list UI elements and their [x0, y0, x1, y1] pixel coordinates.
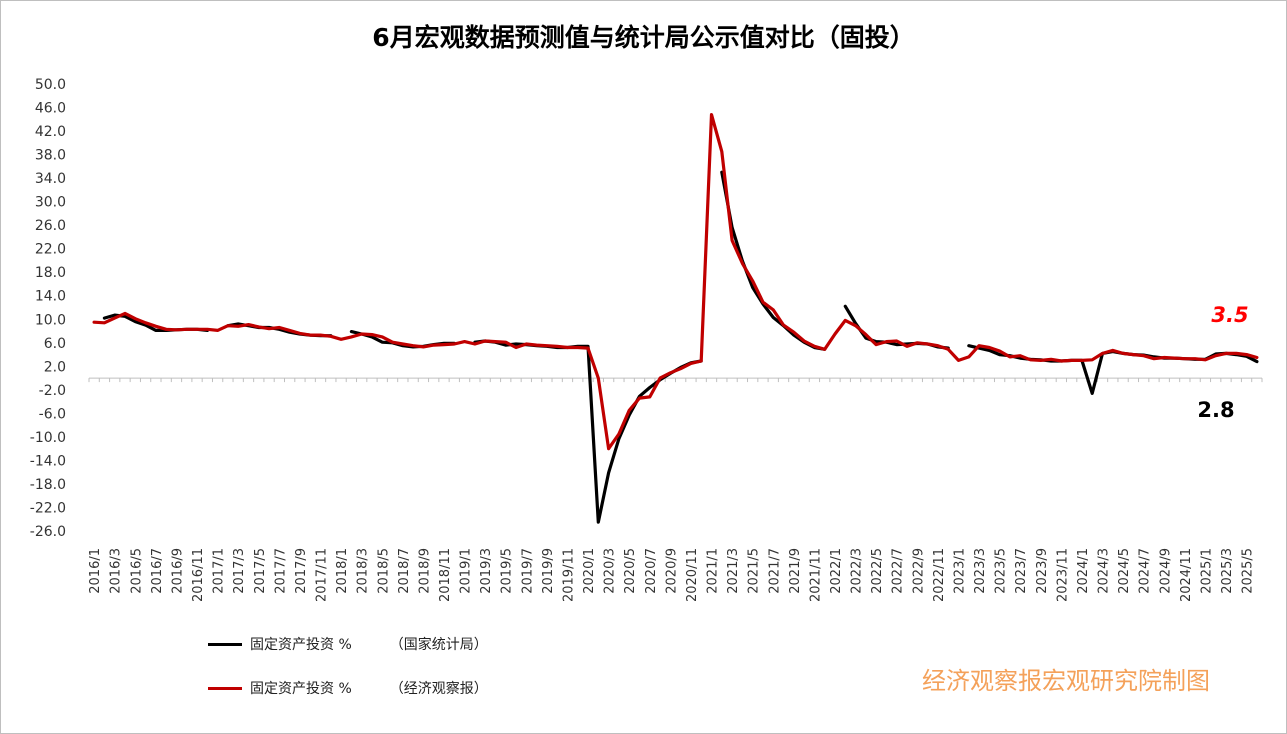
- x-tick-label: 2019/3: [479, 548, 494, 594]
- y-tick-label: 30.0: [35, 195, 66, 211]
- x-tick-label: 2020/5: [623, 548, 638, 594]
- series-line-eeo: [92, 113, 1259, 451]
- x-tick-label: 2018/1: [335, 548, 350, 594]
- x-tick-label: 2023/9: [1035, 548, 1050, 594]
- y-tick-label: 50.0: [35, 77, 66, 93]
- x-tick-label: 2019/1: [459, 548, 474, 594]
- x-tick-label: 2023/3: [973, 548, 988, 594]
- legend-item-nbs: 固定资产投资 % （国家统计局）: [208, 634, 488, 654]
- annotation-forecast-value: 3.5: [1211, 303, 1248, 327]
- x-tick-label: 2025/3: [1220, 548, 1235, 594]
- legend-swatch-red: [208, 686, 242, 690]
- x-tick-label: 2024/1: [1076, 548, 1091, 594]
- x-tick-label: 2021/5: [747, 548, 762, 594]
- x-tick-label: 2018/7: [397, 548, 412, 594]
- x-tick-label: 2024/3: [1097, 548, 1112, 594]
- x-tick-label: 2019/9: [541, 548, 556, 594]
- chart-title: 6月宏观数据预测值与统计局公示值对比（固投）: [372, 23, 915, 52]
- y-tick-label: 42.0: [35, 124, 66, 140]
- y-tick-label: -26.0: [30, 524, 66, 540]
- x-tick-label: 2022/9: [911, 548, 926, 594]
- x-tick-label: 2024/7: [1138, 548, 1153, 594]
- x-tick-label: 2025/5: [1241, 548, 1256, 594]
- x-tick-label: 2021/9: [788, 548, 803, 594]
- x-tick-label: 2021/3: [726, 548, 741, 594]
- x-tick-label: 2024/11: [1179, 548, 1194, 602]
- x-tick-label: 2017/9: [294, 548, 309, 594]
- x-tick-label: 2025/1: [1199, 548, 1214, 594]
- x-tick-label: 2018/5: [376, 548, 391, 594]
- x-tick-label: 2023/7: [1014, 548, 1029, 594]
- x-tick-label: 2022/3: [850, 548, 865, 594]
- x-tick-label: 2016/9: [170, 548, 185, 594]
- x-tick-label: 2019/7: [520, 548, 535, 594]
- x-tick-label: 2018/11: [438, 548, 453, 602]
- x-tick-label: 2016/5: [129, 548, 144, 594]
- x-tick-label: 2017/11: [315, 548, 330, 602]
- y-tick-label: 10.0: [35, 312, 66, 328]
- legend-item-eeo: 固定资产投资 % （经济观察报）: [208, 678, 488, 698]
- x-tick-label: 2023/11: [1055, 548, 1070, 602]
- annotation-actual-value: 2.8: [1197, 398, 1234, 422]
- y-tick-label: -22.0: [30, 500, 66, 516]
- y-tick-label: -6.0: [39, 406, 66, 422]
- y-tick-label: -10.0: [30, 430, 66, 446]
- y-tick-label: 26.0: [35, 218, 66, 234]
- x-tick-label: 2021/11: [808, 548, 823, 602]
- x-tick-label: 2021/7: [767, 548, 782, 594]
- x-tick-label: 2022/1: [829, 548, 844, 594]
- x-tick-label: 2020/1: [582, 548, 597, 594]
- x-tick-label: 2019/5: [500, 548, 515, 594]
- x-tick-label: 2024/9: [1158, 548, 1173, 594]
- legend-swatch-black: [208, 642, 242, 646]
- x-tick-label: 2017/1: [212, 548, 227, 594]
- x-tick-label: 2024/5: [1117, 548, 1132, 594]
- x-tick-label: 2016/1: [88, 548, 103, 594]
- series-line-nbs: [720, 170, 827, 351]
- x-tick-label: 2018/9: [417, 548, 432, 594]
- legend-source: （国家统计局）: [389, 637, 488, 653]
- x-tick-label: 2016/3: [109, 548, 124, 594]
- x-tick-label: 2020/7: [644, 548, 659, 594]
- x-tick-label: 2019/11: [561, 548, 576, 602]
- y-tick-label: -18.0: [30, 477, 66, 493]
- y-tick-label: -2.0: [39, 383, 66, 399]
- y-tick-label: 2.0: [44, 359, 66, 375]
- x-tick-label: 2022/11: [932, 548, 947, 602]
- x-tick-label: 2017/3: [232, 548, 247, 594]
- legend-label: 固定资产投资 %: [250, 681, 352, 697]
- x-tick-label: 2020/9: [664, 548, 679, 594]
- credit-watermark: 经济观察报宏观研究院制图: [922, 667, 1210, 695]
- x-tick-label: 2017/7: [273, 548, 288, 594]
- x-tick-label: 2017/5: [253, 548, 268, 594]
- x-tick-label: 2016/11: [191, 548, 206, 602]
- y-tick-label: 38.0: [35, 148, 66, 164]
- y-tick-label: 18.0: [35, 265, 66, 281]
- legend-label: 固定资产投资 %: [250, 637, 352, 653]
- y-tick-label: 34.0: [35, 171, 66, 187]
- y-tick-label: -14.0: [30, 453, 66, 469]
- x-tick-label: 2022/5: [870, 548, 885, 594]
- y-tick-label: 22.0: [35, 242, 66, 258]
- x-tick-label: 2021/1: [706, 548, 721, 594]
- legend-source: （经济观察报）: [389, 681, 488, 697]
- x-tick-label: 2018/3: [356, 548, 371, 594]
- y-tick-label: 6.0: [44, 336, 66, 352]
- x-tick-label: 2023/1: [952, 548, 967, 594]
- series-line-nbs: [967, 344, 1259, 395]
- x-tick-label: 2022/7: [891, 548, 906, 594]
- y-tick-label: 46.0: [35, 101, 66, 117]
- series-line-nbs: [473, 339, 703, 524]
- y-tick-label: 14.0: [35, 289, 66, 305]
- x-tick-label: 2016/7: [150, 548, 165, 594]
- x-tick-label: 2020/11: [685, 548, 700, 602]
- x-tick-label: 2020/3: [603, 548, 618, 594]
- x-tick-label: 2023/5: [994, 548, 1009, 594]
